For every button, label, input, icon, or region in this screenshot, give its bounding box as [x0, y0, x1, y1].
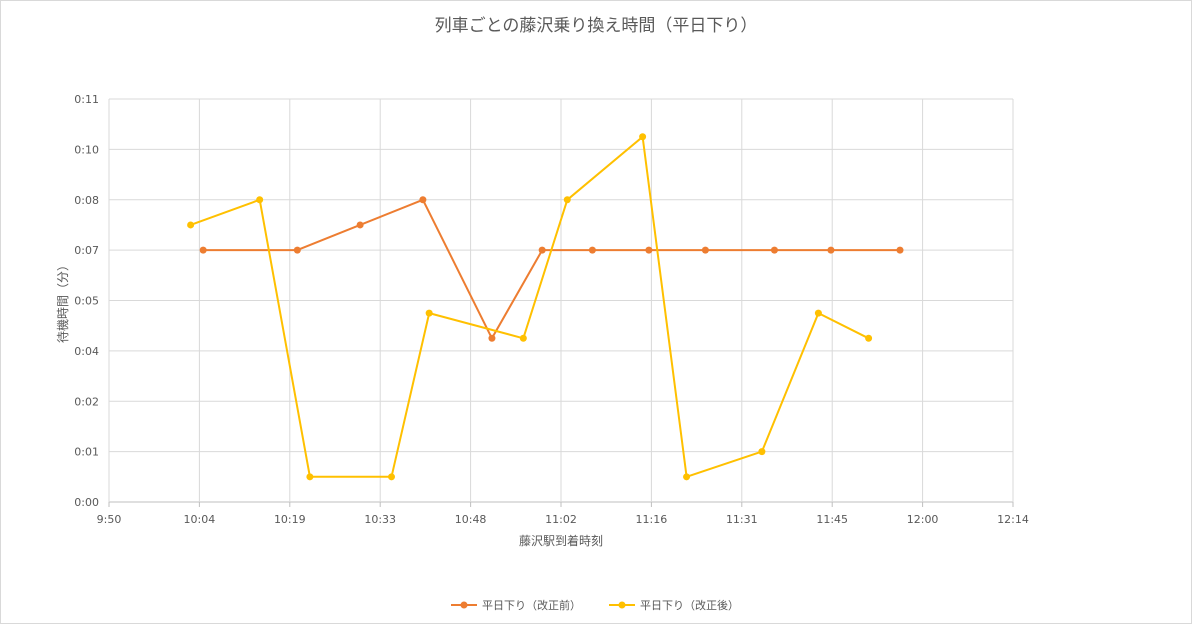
data-point	[388, 473, 395, 481]
data-point	[639, 133, 647, 141]
legend-item-1: 平日下り（改正前）	[451, 598, 581, 612]
data-point	[425, 309, 433, 317]
chart-title: 列車ごとの藤沢乗り換え時間（平日下り）	[435, 16, 758, 36]
legend-swatch-marker	[460, 601, 468, 609]
y-tick-label: 0:05	[74, 295, 99, 308]
x-tick-label: 10:33	[364, 513, 396, 526]
data-point	[683, 473, 691, 481]
data-point	[419, 196, 427, 204]
y-tick-label: 0:04	[74, 345, 99, 358]
legend-label: 平日下り（改正前）	[482, 598, 581, 612]
x-tick-label: 9:50	[97, 513, 122, 526]
data-point	[306, 473, 314, 481]
data-point	[538, 246, 546, 254]
data-point	[588, 246, 596, 254]
x-tick-label: 11:02	[545, 513, 577, 526]
data-point	[199, 246, 207, 254]
data-point	[814, 309, 822, 317]
plot-grid	[108, 98, 1014, 507]
legend-label: 平日下り（改正後）	[640, 598, 739, 612]
legend-swatch-marker	[618, 601, 626, 609]
x-tick-label: 10:48	[455, 513, 487, 526]
y-tick-label: 0:00	[74, 496, 99, 509]
series-line	[190, 135, 870, 478]
series-2	[187, 133, 873, 481]
y-axis-label: 待機時間（分）	[55, 259, 70, 343]
data-point	[187, 221, 195, 229]
data-point	[356, 221, 364, 229]
y-tick-label: 0:02	[74, 395, 99, 408]
data-point	[488, 334, 496, 342]
y-tick-label: 0:11	[74, 93, 99, 106]
data-point	[758, 448, 766, 456]
data-point	[896, 246, 904, 254]
data-point	[770, 246, 778, 254]
x-tick-label: 10:19	[274, 513, 306, 526]
y-tick-label: 0:01	[74, 446, 99, 459]
x-tick-label: 12:00	[907, 513, 939, 526]
data-point	[563, 196, 571, 204]
data-point	[865, 334, 873, 342]
data-point	[519, 334, 527, 342]
legend-item-2: 平日下り（改正後）	[609, 598, 739, 612]
x-tick-labels: 9:50 10:04 10:19 10:33 10:48 11:02 11:16 11:31 1…	[97, 513, 1029, 526]
y-tick-labels: 0:00 0:01 0:02 0:04 0:05 0:07 0:08 0:10 0:11	[74, 93, 99, 509]
x-axis-label: 藤沢駅到着時刻	[519, 533, 603, 548]
x-tick-label: 11:45	[816, 513, 848, 526]
series-line	[203, 198, 900, 340]
data-point	[256, 196, 264, 204]
y-tick-label: 0:07	[74, 244, 99, 257]
x-tick-label: 10:04	[184, 513, 216, 526]
series-layer	[187, 133, 904, 481]
data-point	[827, 246, 835, 254]
y-tick-label: 0:08	[74, 194, 99, 207]
legend: 平日下り（改正前） 平日下り（改正後）	[451, 598, 739, 612]
data-point	[645, 246, 653, 254]
series-1	[199, 196, 904, 342]
data-point	[293, 246, 301, 254]
x-tick-label: 11:31	[726, 513, 758, 526]
x-tick-label: 12:14	[997, 513, 1029, 526]
y-tick-label: 0:10	[74, 143, 99, 156]
x-tick-label: 11:16	[636, 513, 668, 526]
data-point	[701, 246, 709, 254]
